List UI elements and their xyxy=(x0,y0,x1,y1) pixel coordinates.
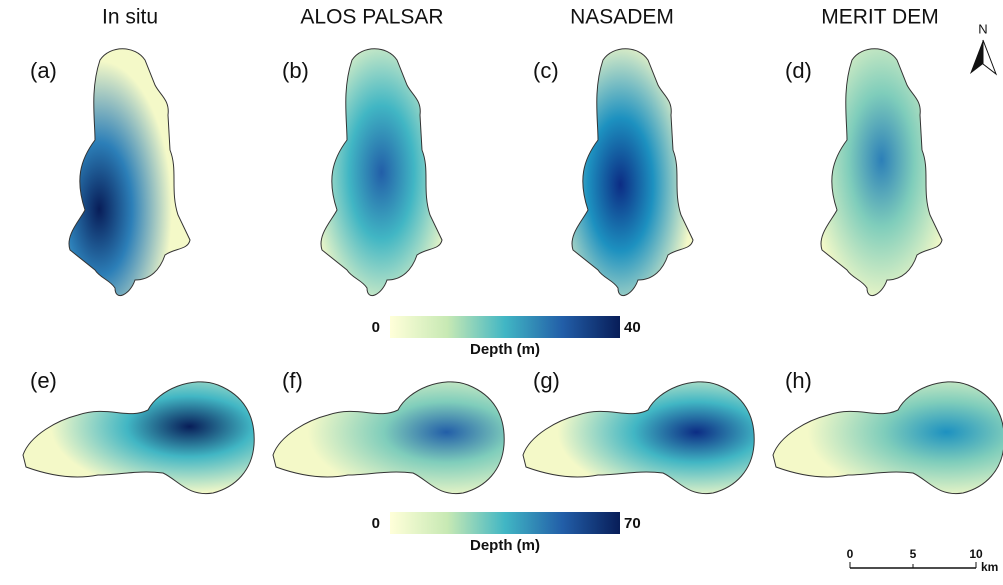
panel-label: (d) xyxy=(785,58,812,83)
panel-label: (c) xyxy=(533,58,559,83)
scale-label: 5 xyxy=(910,547,917,561)
colorbar-min: 0 xyxy=(372,319,380,336)
panel-label: (b) xyxy=(282,58,309,83)
scale-label: 0 xyxy=(847,547,854,561)
colorbar-label: Depth (m) xyxy=(470,341,540,358)
scale-label: 10 xyxy=(969,547,983,561)
panel-label: (a) xyxy=(30,58,57,83)
lake-map xyxy=(772,381,1003,495)
panel-label: (e) xyxy=(30,368,57,393)
north-label: N xyxy=(978,21,987,36)
lake-map xyxy=(320,48,443,297)
north-arrow: N xyxy=(970,21,998,76)
lake-map xyxy=(68,48,191,297)
panel-label: (g) xyxy=(533,368,560,393)
panel-label: (f) xyxy=(282,368,303,393)
scale-unit: km xyxy=(981,560,998,574)
column-title: In situ xyxy=(102,6,158,29)
colorbar-min: 0 xyxy=(372,515,380,532)
column-title: NASADEM xyxy=(570,6,674,29)
colorbar xyxy=(390,316,620,338)
colorbar xyxy=(390,512,620,534)
lake-map xyxy=(522,381,755,495)
colorbar-max: 40 xyxy=(624,319,641,336)
lake-map xyxy=(22,381,255,495)
lake-map xyxy=(820,48,943,297)
lake-map xyxy=(571,48,694,297)
lake-map xyxy=(272,381,505,495)
panel-label: (h) xyxy=(785,368,812,393)
maps xyxy=(22,48,1003,495)
arrow-half xyxy=(970,40,983,74)
arrow-half xyxy=(982,39,998,76)
colorbar-label: Depth (m) xyxy=(470,537,540,554)
scale-bar: 0 5 10 km xyxy=(847,547,999,574)
column-title: MERIT DEM xyxy=(821,6,938,29)
colorbar-max: 70 xyxy=(624,515,641,532)
column-title: ALOS PALSAR xyxy=(300,6,443,29)
